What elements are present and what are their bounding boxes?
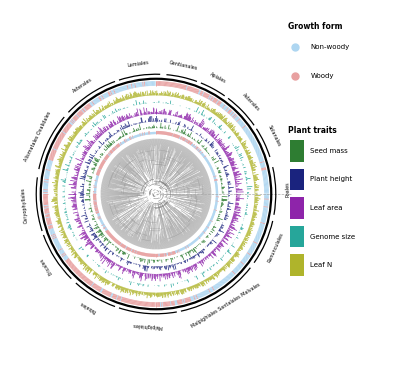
Text: Alismatales Oxalidales: Alismatales Oxalidales <box>23 111 52 162</box>
Bar <box>290 140 304 161</box>
Bar <box>290 255 304 276</box>
Text: Gentianales: Gentianales <box>168 60 198 71</box>
Text: Solanales: Solanales <box>267 125 282 148</box>
Text: Plant traits: Plant traits <box>288 126 337 135</box>
Text: Ranunculales: Ranunculales <box>267 232 285 263</box>
Text: Leaf N: Leaf N <box>310 262 333 268</box>
Text: Ericales: Ericales <box>38 256 53 275</box>
Text: Leaf area: Leaf area <box>310 205 343 211</box>
Text: Asterales: Asterales <box>72 76 93 94</box>
Text: Fabales: Fabales <box>79 300 97 314</box>
Text: Apiales: Apiales <box>209 71 227 84</box>
Text: Lamiales: Lamiales <box>126 60 149 68</box>
Text: Woody: Woody <box>310 73 334 79</box>
Text: Asterales: Asterales <box>241 93 260 113</box>
Text: Caryophyllales: Caryophyllales <box>21 187 29 223</box>
Bar <box>290 197 304 219</box>
Text: Poales: Poales <box>285 182 290 197</box>
Text: Seed mass: Seed mass <box>310 148 348 154</box>
Text: Genome size: Genome size <box>310 234 356 239</box>
Bar <box>290 169 304 190</box>
Bar <box>290 226 304 247</box>
Text: Plant height: Plant height <box>310 177 353 182</box>
Text: Malpighiales Santalales Malvales: Malpighiales Santalales Malvales <box>190 282 261 329</box>
Text: Growth form: Growth form <box>288 23 342 31</box>
Text: Malpighiales: Malpighiales <box>131 322 162 329</box>
Text: Non-woody: Non-woody <box>310 44 350 50</box>
